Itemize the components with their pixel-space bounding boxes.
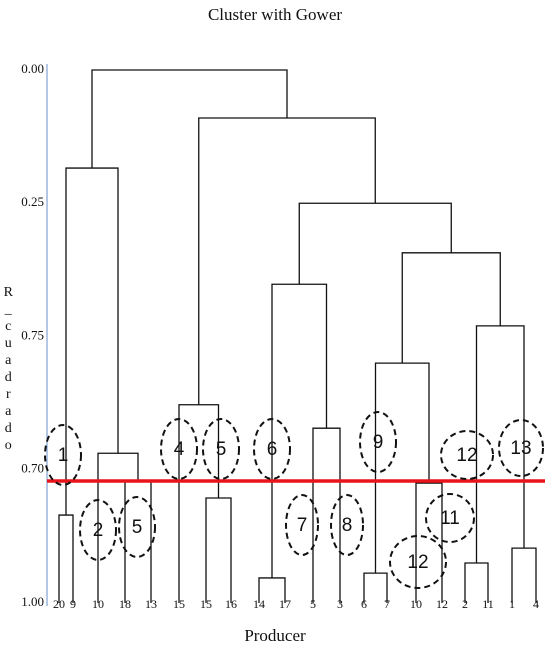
y-tick-label: 0.25 xyxy=(21,194,44,209)
dendrogram-link xyxy=(65,167,119,516)
leaf-label: 3 xyxy=(337,597,343,611)
dendrogram-link xyxy=(374,362,430,574)
dendrogram-link xyxy=(401,252,501,364)
annotation-circle xyxy=(285,494,319,556)
leaf-label: 4 xyxy=(533,597,539,611)
leaf-label: 12 xyxy=(436,597,448,611)
annotation-circle xyxy=(425,493,475,543)
leaf-label: 18 xyxy=(119,597,131,611)
annotation-circle xyxy=(359,411,397,473)
dendrogram-link xyxy=(91,69,288,169)
leaf-label: 9 xyxy=(70,597,76,611)
annotation-label: 8 xyxy=(342,515,353,536)
leaf-label: 16 xyxy=(225,597,237,611)
leaf-label: 7 xyxy=(384,597,390,611)
dendrogram-link xyxy=(124,479,152,603)
annotation-label: 13 xyxy=(510,438,531,459)
leaf-label: 2 xyxy=(462,597,468,611)
annotation-circle xyxy=(440,430,494,480)
annotation-circle xyxy=(389,535,447,589)
annotation-label: 7 xyxy=(297,515,308,536)
leaf-label: 13 xyxy=(145,597,157,611)
annotation-circle xyxy=(498,419,544,477)
y-tick-label: 0.75 xyxy=(21,327,44,342)
annotation-circle xyxy=(79,499,117,561)
leaf-label: 14 xyxy=(253,597,265,611)
annotation-label: 5 xyxy=(216,439,227,460)
dendrogram-link xyxy=(312,427,341,603)
leaf-label: 1 xyxy=(509,597,515,611)
leaf-label: 20 xyxy=(53,597,65,611)
annotation-label: 6 xyxy=(267,439,278,460)
leaf-label: 10 xyxy=(410,597,422,611)
annotation-label: 9 xyxy=(373,432,384,453)
leaf-label: 10 xyxy=(92,597,104,611)
annotation-label: 5 xyxy=(132,517,143,538)
x-axis-label: Producer xyxy=(244,626,306,645)
annotation-label: 2 xyxy=(93,520,104,541)
dendrogram-link xyxy=(511,547,537,603)
y-axis-label: R_cuadrado xyxy=(1,285,16,455)
dendrogram-link xyxy=(205,497,232,603)
annotation-circle xyxy=(253,418,291,480)
leaf-label: 6 xyxy=(361,597,367,611)
dendrogram-link xyxy=(178,404,220,603)
annotation-circle xyxy=(118,496,156,558)
leaf-label: 5 xyxy=(310,597,316,611)
y-tick-label: 0.00 xyxy=(21,61,44,76)
dendrogram-link xyxy=(298,202,452,285)
annotation-circle xyxy=(330,494,364,556)
chart-title: Cluster with Gower xyxy=(208,5,342,24)
annotation-circle xyxy=(202,418,240,480)
leaf-label: 17 xyxy=(279,597,291,611)
annotation-label: 12 xyxy=(407,552,428,573)
dendrogram-link xyxy=(58,514,74,603)
annotation-label: 1 xyxy=(58,445,69,466)
leaf-label: 11 xyxy=(482,597,494,611)
annotation-label: 4 xyxy=(174,439,185,460)
annotation-circle xyxy=(160,418,198,480)
annotation-circle xyxy=(44,424,82,486)
leaf-label: 15 xyxy=(200,597,212,611)
y-tick-label: 1.00 xyxy=(21,594,44,609)
y-tick-label: 0.70 xyxy=(21,461,44,476)
annotation-label: 12 xyxy=(456,445,477,466)
annotation-label: 11 xyxy=(440,508,460,529)
leaf-label: 15 xyxy=(173,597,185,611)
dendrogram-link xyxy=(198,117,376,405)
